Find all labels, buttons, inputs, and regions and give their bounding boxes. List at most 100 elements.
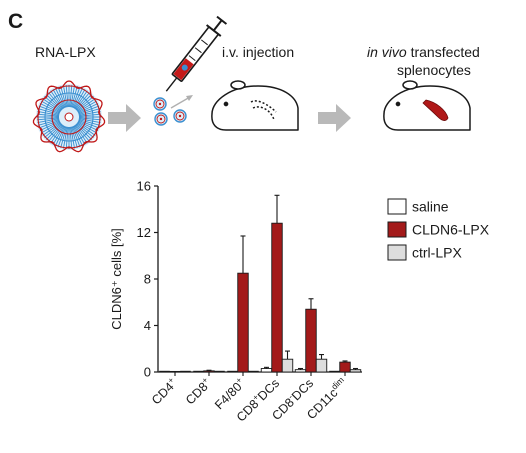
lipid-strand [37,118,60,123]
lipid-strand [70,85,75,108]
lipid-strand [77,103,99,114]
lipid-strand [78,119,101,126]
transfected-spleen-icon [422,99,449,121]
y-tick-label: 0 [144,365,151,380]
lipid-strand [72,125,83,147]
y-tick-label: 8 [144,272,151,287]
lipoplex-ring [44,92,94,142]
lipid-strand [55,125,66,147]
step-label-in-vivo-rest: transfected [407,44,480,60]
bar-saline-3 [260,368,273,373]
lipid-strand [75,123,92,140]
lipid-strand [38,119,60,129]
x-tick-label: CD4+ [148,375,181,408]
lipid-strand [60,85,67,108]
lipid-strand [75,92,90,110]
lipid-strand [71,126,78,149]
lipid-strand [76,122,96,136]
lipid-strand [46,94,63,111]
lipid-strand [69,85,73,108]
lipid-strand [57,126,67,148]
lipid-strand [76,123,94,138]
bar-saline-4 [294,369,307,373]
injection-arrowhead-icon [186,95,193,101]
x-tick-label: CD8+ [182,375,215,408]
small-particle-ring [155,99,165,109]
rna-strand [32,80,106,153]
lipid-strand [73,89,86,109]
lipid-strand [65,126,69,149]
lipid-strand [78,108,101,115]
step-label-in-vivo-italic: in vivo [367,44,407,60]
bar-ctrl-lpx-4 [315,358,328,373]
bar-cldn6-lpx-2 [237,272,249,373]
lipid-strand [37,117,60,121]
x-tick-label-sup: + [199,375,210,386]
lipid-strand [70,126,75,149]
legend-label-saline: saline [412,199,449,215]
bar-cldn6-lpx-3 [271,222,283,373]
small-particle-ring [175,111,185,121]
lipid-strand [50,90,64,110]
lipoplex-ring [37,85,101,149]
y-tick-label: 4 [144,318,151,333]
x-tick-label-sup: + [165,375,176,386]
lipoplex-center [64,112,74,122]
lipid-strand [38,105,60,115]
lipid-strand [71,85,78,108]
lipid-strand [37,111,60,116]
lipid-strand [52,89,65,109]
legend: saline CLDN6-LPX ctrl-LPX [387,198,490,261]
lipid-strand [63,85,68,108]
lipid-strand [74,90,88,110]
lipid-strand [55,87,66,109]
lipid-strand [75,94,92,111]
x-tick-label-sup: + [233,375,244,386]
y-axis-label: CLDN6⁺ cells [%] [109,228,124,330]
legend-swatch-cldn6-lpx [387,221,407,238]
lipid-strand [78,117,101,121]
lipid-strand [78,113,101,117]
lipid-strand [77,100,97,113]
bar-cldn6-lpx-4 [305,308,317,373]
lipoplex-ring [57,105,81,129]
lipid-strand [74,124,88,144]
bar-cldn6-lpx-1 [203,370,215,373]
legend-label-ctrl-lpx: ctrl-LPX [412,245,462,261]
small-particle-ring [156,114,166,124]
lipid-strand [76,98,96,112]
bar-ctrl-lpx-3 [281,358,294,373]
lipid-strand [44,96,62,111]
lipid-strand [71,126,81,148]
lipid-strand [69,126,73,149]
bar-cldn6-lpx-0 [169,370,181,373]
legend-swatch-ctrl-lpx [387,244,407,261]
lipid-strand [78,111,101,116]
lipid-strand [48,124,63,142]
lipid-strand [65,85,69,108]
step-label-iv-injection: i.v. injection [222,44,294,60]
lipid-strand [50,124,64,144]
lipid-strand [42,122,62,136]
lipid-strand [37,108,60,115]
lipid-strand [46,123,63,140]
small-particle-core [158,102,162,106]
lipid-strand [39,103,61,114]
lipid-strand [78,118,101,123]
injection-arrow-icon [170,96,191,109]
arrow-1-icon [108,104,141,132]
lipid-strand [57,86,67,108]
lipid-strand [73,125,86,145]
lipid-strand [77,121,97,134]
lipid-strand [76,96,94,111]
x-tick-label-sup: + [250,392,261,403]
small-particles-icon [153,97,187,126]
lipoplex-ring [51,99,87,135]
syringe-icon [165,15,228,92]
step-label-splenocytes: splenocytes [397,62,471,78]
x-tick-label-sup: - [286,392,295,401]
lipid-strand [60,126,67,149]
legend-label-cldn6-lpx: CLDN6-LPX [412,222,490,238]
lipid-strand [39,120,61,131]
